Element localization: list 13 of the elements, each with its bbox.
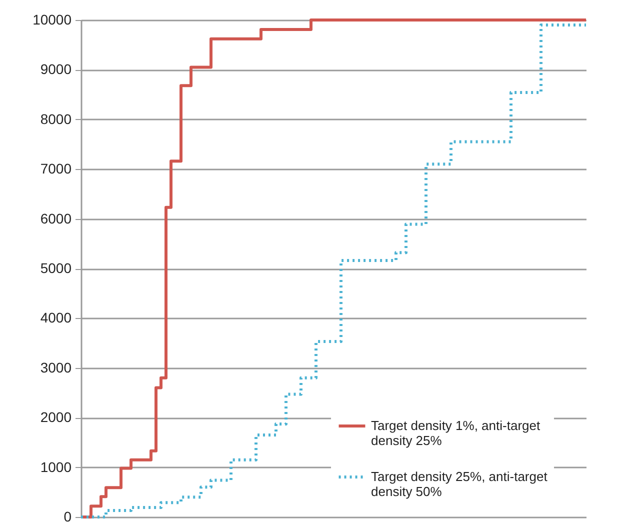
y-tick-label: 4000 bbox=[40, 310, 72, 326]
legend-label: Target density 25%, anti-target density 50% bbox=[371, 469, 548, 499]
y-tick-label: 9000 bbox=[40, 61, 72, 78]
y-tick-label: 8000 bbox=[40, 110, 72, 127]
y-tick-label: 7000 bbox=[40, 160, 72, 177]
y-tick-label: 6000 bbox=[40, 210, 72, 226]
y-tick-label: 1000 bbox=[40, 458, 72, 475]
y-tick-label: 3000 bbox=[40, 359, 72, 376]
y-tick-label: 10000 bbox=[32, 12, 72, 28]
y-tick-label: 5000 bbox=[40, 260, 72, 276]
legend-label: Target density 1%, anti-target density 25% bbox=[371, 418, 540, 448]
y-tick-label: 2000 bbox=[40, 409, 72, 426]
y-tick-label: 0 bbox=[64, 508, 72, 524]
